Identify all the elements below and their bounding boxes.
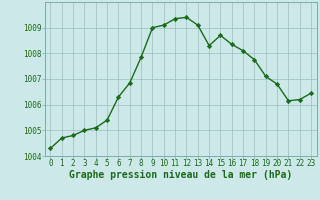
X-axis label: Graphe pression niveau de la mer (hPa): Graphe pression niveau de la mer (hPa): [69, 170, 292, 180]
